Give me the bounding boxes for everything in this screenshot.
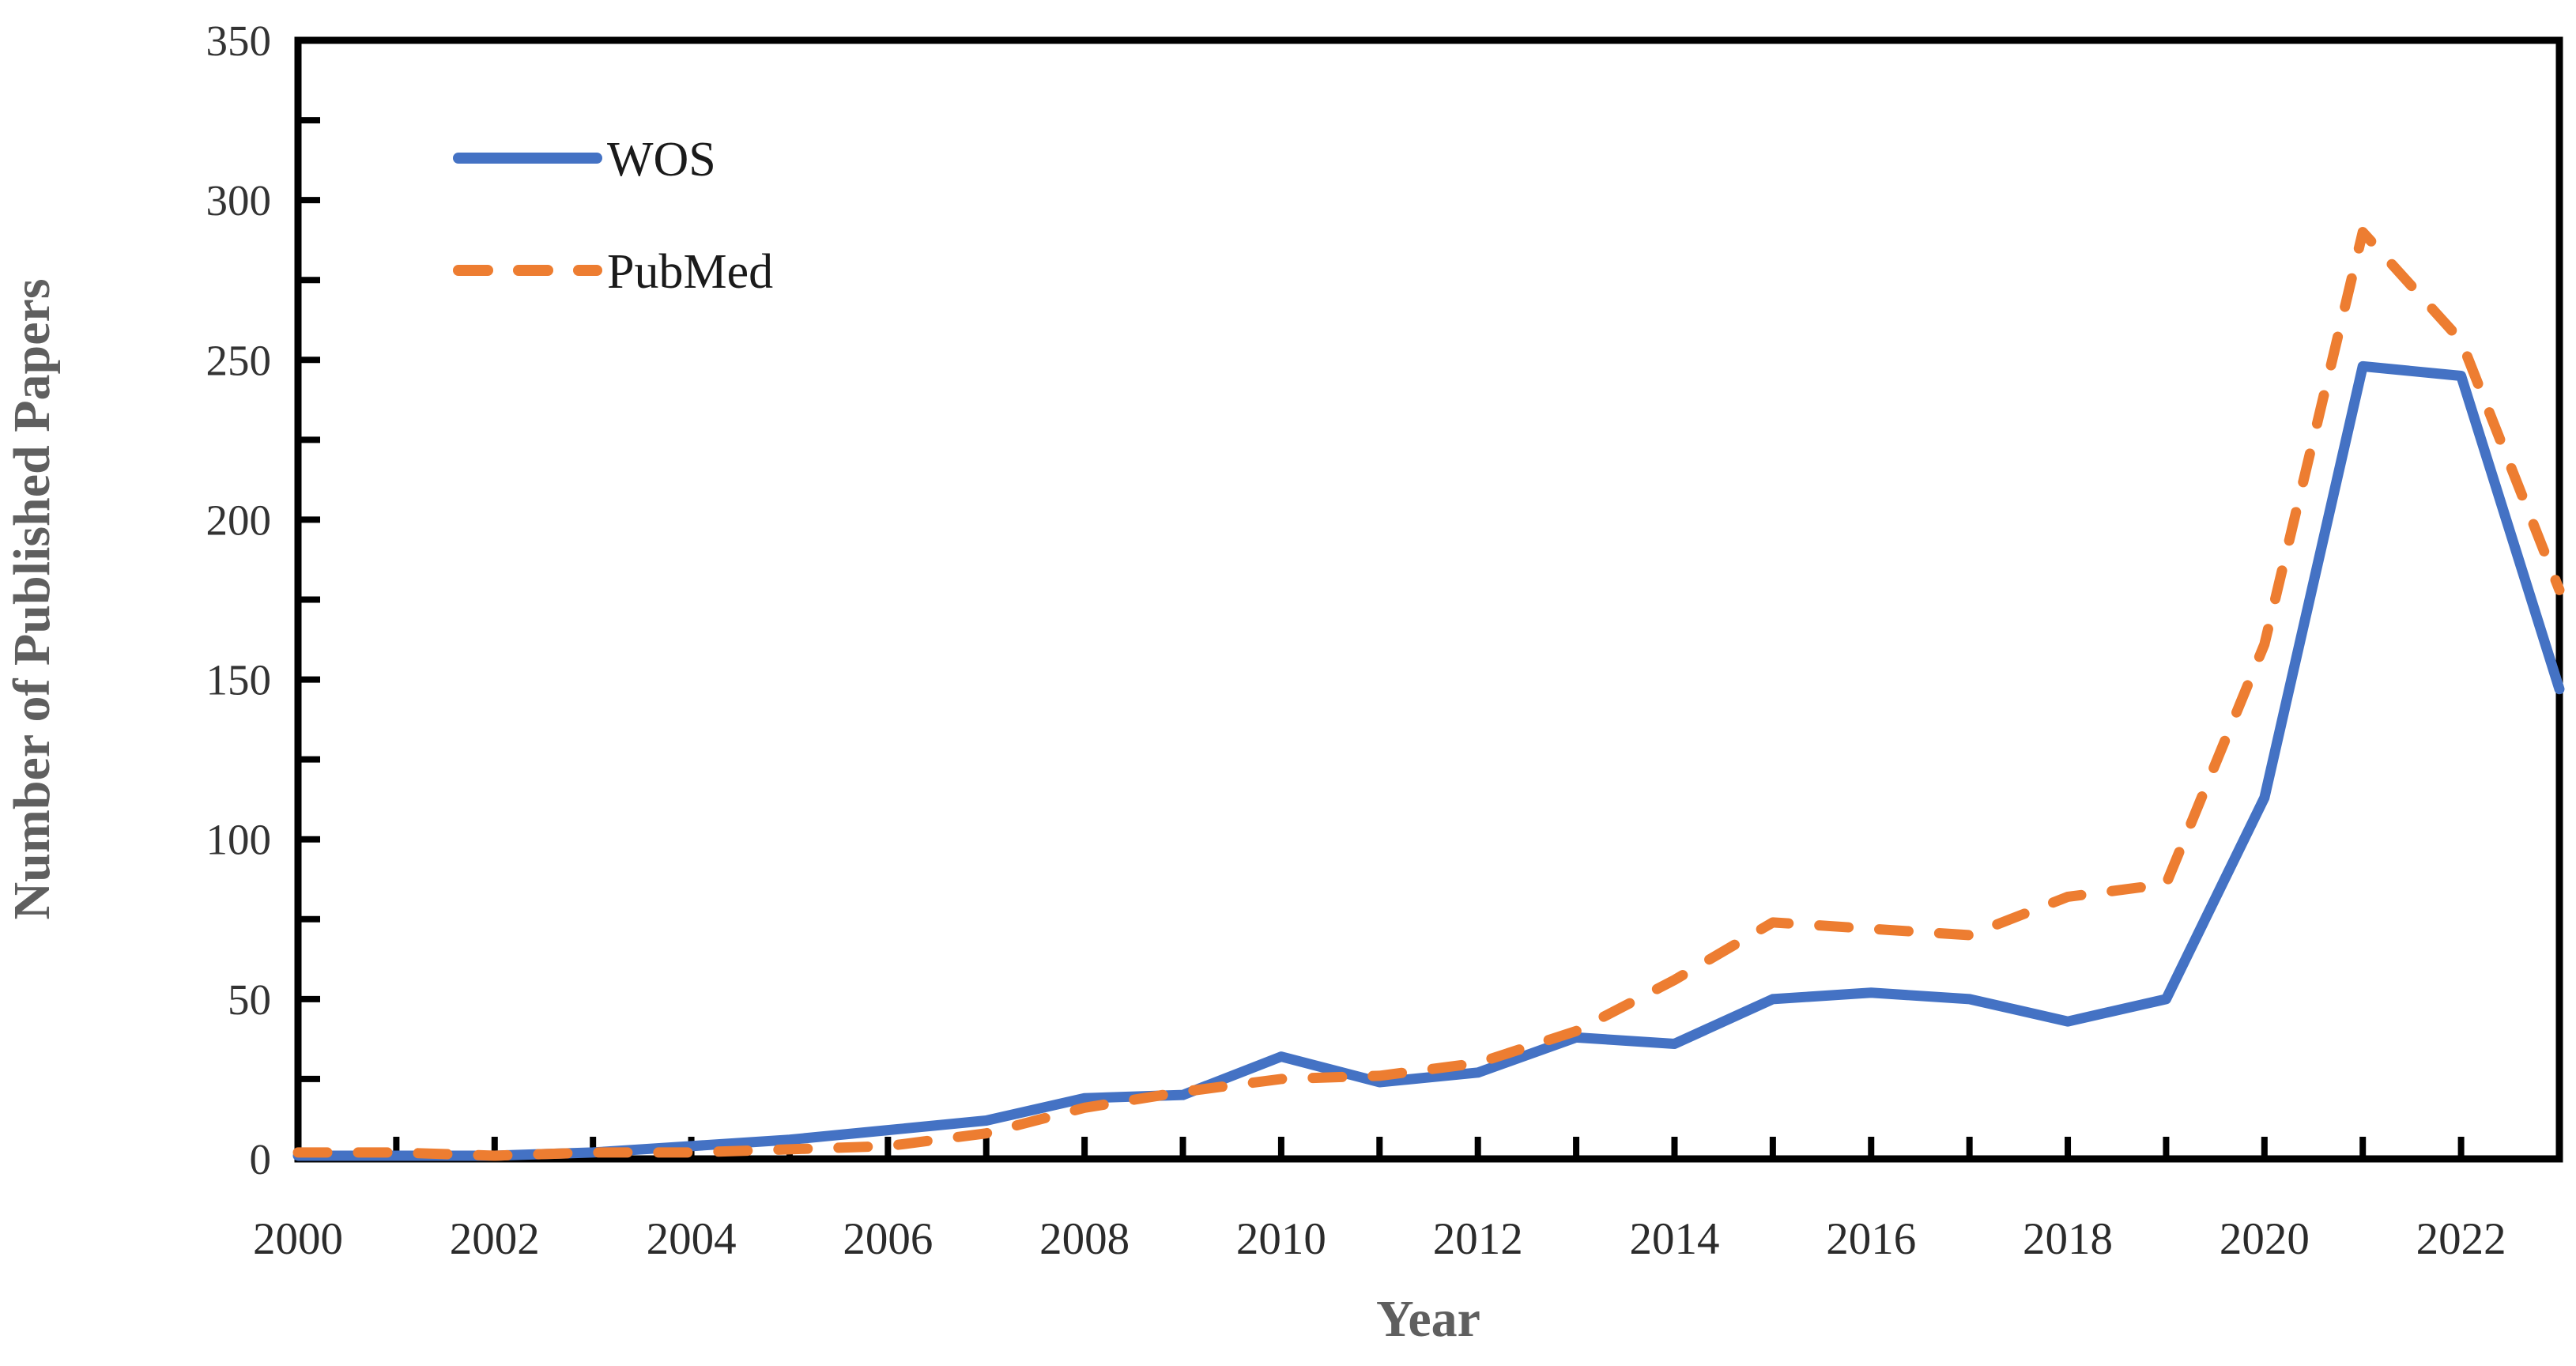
x-tick-label: 2004 [647, 1214, 737, 1264]
x-axis-tick-labels: 2000 2002 2004 2006 2008 2010 2012 2014 2016 2018… [253, 1214, 2506, 1264]
legend-wos-label: WOS [607, 133, 716, 187]
y-tick-label: 150 [206, 656, 272, 704]
y-tick-label: 200 [206, 496, 272, 544]
x-tick-label: 2014 [1629, 1214, 1719, 1264]
x-tick-label: 2008 [1039, 1214, 1130, 1264]
x-tick-label: 2020 [2220, 1214, 2310, 1264]
plot-border [294, 36, 2563, 1163]
x-tick-label: 2006 [843, 1214, 933, 1264]
y-tick-label: 50 [228, 975, 271, 1024]
y-tick-label: 300 [206, 176, 272, 225]
legend-pubmed-label: PubMed [607, 245, 773, 299]
x-tick-label: 2002 [450, 1214, 540, 1264]
y-tick-label: 100 [206, 816, 272, 864]
x-tick-label: 2018 [2023, 1214, 2113, 1264]
y-tick-label: 0 [250, 1135, 272, 1183]
legend: WOS PubMed [453, 133, 773, 299]
y-axis-tick-labels: 0 50 100 150 200 250 300 350 [206, 17, 272, 1183]
x-tick-label: 2010 [1236, 1214, 1326, 1264]
y-tick-label: 250 [206, 336, 272, 384]
series-group [292, 227, 2565, 1161]
x-tick-label: 2012 [1433, 1214, 1523, 1264]
legend-item-wos: WOS [453, 133, 716, 187]
x-tick-label: 2022 [2416, 1214, 2506, 1264]
x-tick-label: 2000 [253, 1214, 343, 1264]
x-axis-title: Year [1376, 1290, 1480, 1348]
y-axis-ticks [298, 117, 320, 1082]
x-tick-label: 2016 [1826, 1214, 1916, 1264]
y-tick-label: 350 [206, 17, 272, 65]
pubmed-series-line [292, 227, 2565, 1161]
y-axis-title: Number of Published Papers [3, 278, 61, 919]
wos-series-line [292, 360, 2565, 1161]
legend-item-pubmed: PubMed [453, 245, 773, 299]
